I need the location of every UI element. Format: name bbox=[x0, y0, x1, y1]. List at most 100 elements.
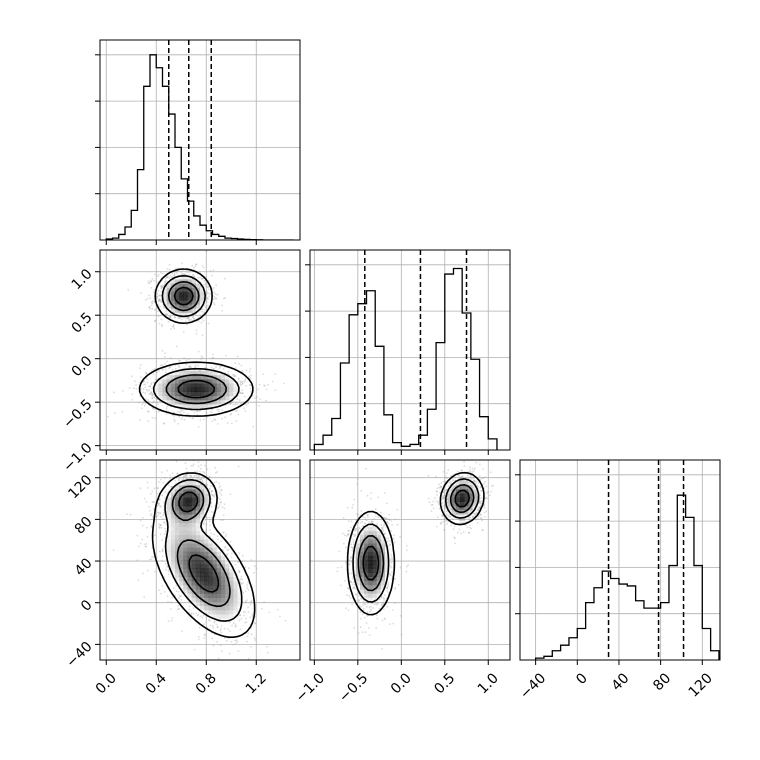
scatter-point bbox=[150, 525, 152, 527]
scatter-point bbox=[207, 322, 210, 325]
scatter-point bbox=[113, 391, 115, 394]
scatter-point bbox=[155, 515, 157, 518]
scatter-point bbox=[159, 301, 162, 303]
density-contour bbox=[152, 275, 240, 411]
scatter-point bbox=[113, 412, 116, 415]
density-cell bbox=[225, 593, 230, 598]
scatter-point bbox=[185, 323, 188, 326]
scatter-point bbox=[240, 582, 242, 585]
scatter-point bbox=[129, 513, 132, 516]
scatter-point bbox=[149, 392, 152, 394]
density-cell bbox=[216, 589, 222, 594]
scatter-point bbox=[217, 507, 219, 509]
scatter-point bbox=[216, 626, 219, 629]
density-cell bbox=[175, 283, 180, 288]
density-cell bbox=[179, 312, 184, 317]
scatter-point bbox=[106, 415, 109, 418]
scatter-point bbox=[253, 637, 256, 639]
scatter-point bbox=[202, 283, 205, 286]
density-cell bbox=[216, 383, 222, 388]
scatter-point bbox=[170, 486, 173, 488]
scatter-point bbox=[165, 407, 168, 410]
scatter-point bbox=[144, 299, 147, 301]
density-cell bbox=[162, 379, 167, 384]
scatter-point bbox=[163, 545, 166, 548]
scatter-point bbox=[223, 531, 225, 534]
density-cell bbox=[191, 400, 197, 405]
scatter-point bbox=[145, 501, 148, 503]
density-cell bbox=[212, 601, 217, 607]
scatter-point bbox=[158, 294, 161, 297]
density-cell bbox=[170, 379, 176, 384]
density-cell bbox=[154, 383, 159, 388]
scatter-point bbox=[178, 359, 180, 362]
scatter-point bbox=[167, 600, 169, 603]
density-cell bbox=[208, 395, 213, 401]
density-cell bbox=[175, 375, 180, 380]
scatter-point bbox=[213, 303, 216, 306]
density-cell bbox=[183, 287, 188, 292]
scatter-point bbox=[139, 419, 142, 422]
scatter-point bbox=[192, 463, 195, 466]
scatter-point bbox=[143, 383, 145, 386]
scatter-point bbox=[247, 606, 250, 608]
density-cell bbox=[233, 593, 238, 598]
scatter-point bbox=[231, 624, 234, 627]
scatter-point bbox=[218, 408, 220, 411]
density-cell bbox=[183, 547, 188, 552]
density-cell bbox=[216, 555, 222, 561]
scatter-point bbox=[161, 369, 164, 371]
density-cell bbox=[216, 572, 222, 577]
scatter-point bbox=[157, 514, 160, 517]
density-cell bbox=[166, 300, 172, 305]
scatter-point bbox=[163, 521, 166, 523]
scatter-point bbox=[196, 470, 199, 472]
scatter-point bbox=[150, 558, 153, 560]
density-cell bbox=[179, 547, 184, 552]
scatter-point bbox=[177, 422, 180, 425]
histogram-panel bbox=[95, 39, 301, 241]
scatter-point bbox=[141, 524, 144, 527]
density-cell bbox=[220, 379, 226, 384]
scatter-point bbox=[159, 364, 162, 367]
scatter-point bbox=[192, 612, 195, 615]
scatter-point bbox=[158, 523, 160, 525]
scatter-point bbox=[206, 483, 209, 486]
scatter-point bbox=[200, 477, 202, 480]
density-cell bbox=[191, 279, 197, 284]
scatter-point bbox=[210, 274, 213, 277]
scatter-point bbox=[164, 281, 167, 283]
density-cell bbox=[200, 580, 205, 586]
density-cell bbox=[183, 304, 188, 309]
scatter-point bbox=[254, 397, 256, 400]
scatter-point bbox=[149, 385, 152, 388]
density-cell bbox=[216, 601, 222, 607]
density-cell bbox=[220, 614, 226, 619]
density-cell bbox=[204, 560, 209, 565]
density-cell bbox=[191, 555, 197, 561]
density-cell bbox=[200, 593, 205, 598]
density-cell bbox=[216, 379, 222, 384]
scatter-point bbox=[169, 608, 172, 610]
density-cell bbox=[170, 560, 176, 565]
scatter-point bbox=[204, 284, 207, 286]
scatter-point bbox=[160, 285, 163, 288]
density-cell bbox=[212, 605, 217, 611]
scatter-point bbox=[141, 403, 144, 406]
scatter-point bbox=[206, 485, 208, 487]
scatter-point bbox=[139, 519, 142, 522]
density-cell bbox=[191, 308, 197, 313]
scatter-point bbox=[151, 302, 154, 305]
density-cell bbox=[237, 597, 242, 602]
density-cell bbox=[183, 576, 188, 582]
scatter-point bbox=[203, 311, 206, 313]
scatter-point bbox=[194, 314, 197, 316]
scatter-point bbox=[230, 556, 233, 559]
density-cell bbox=[225, 605, 230, 611]
density-cell bbox=[233, 597, 238, 602]
scatter-point bbox=[211, 420, 214, 423]
density-cell bbox=[216, 593, 222, 598]
scatter-point bbox=[248, 370, 251, 373]
scatter-point bbox=[160, 284, 162, 287]
density-cell bbox=[225, 564, 230, 569]
